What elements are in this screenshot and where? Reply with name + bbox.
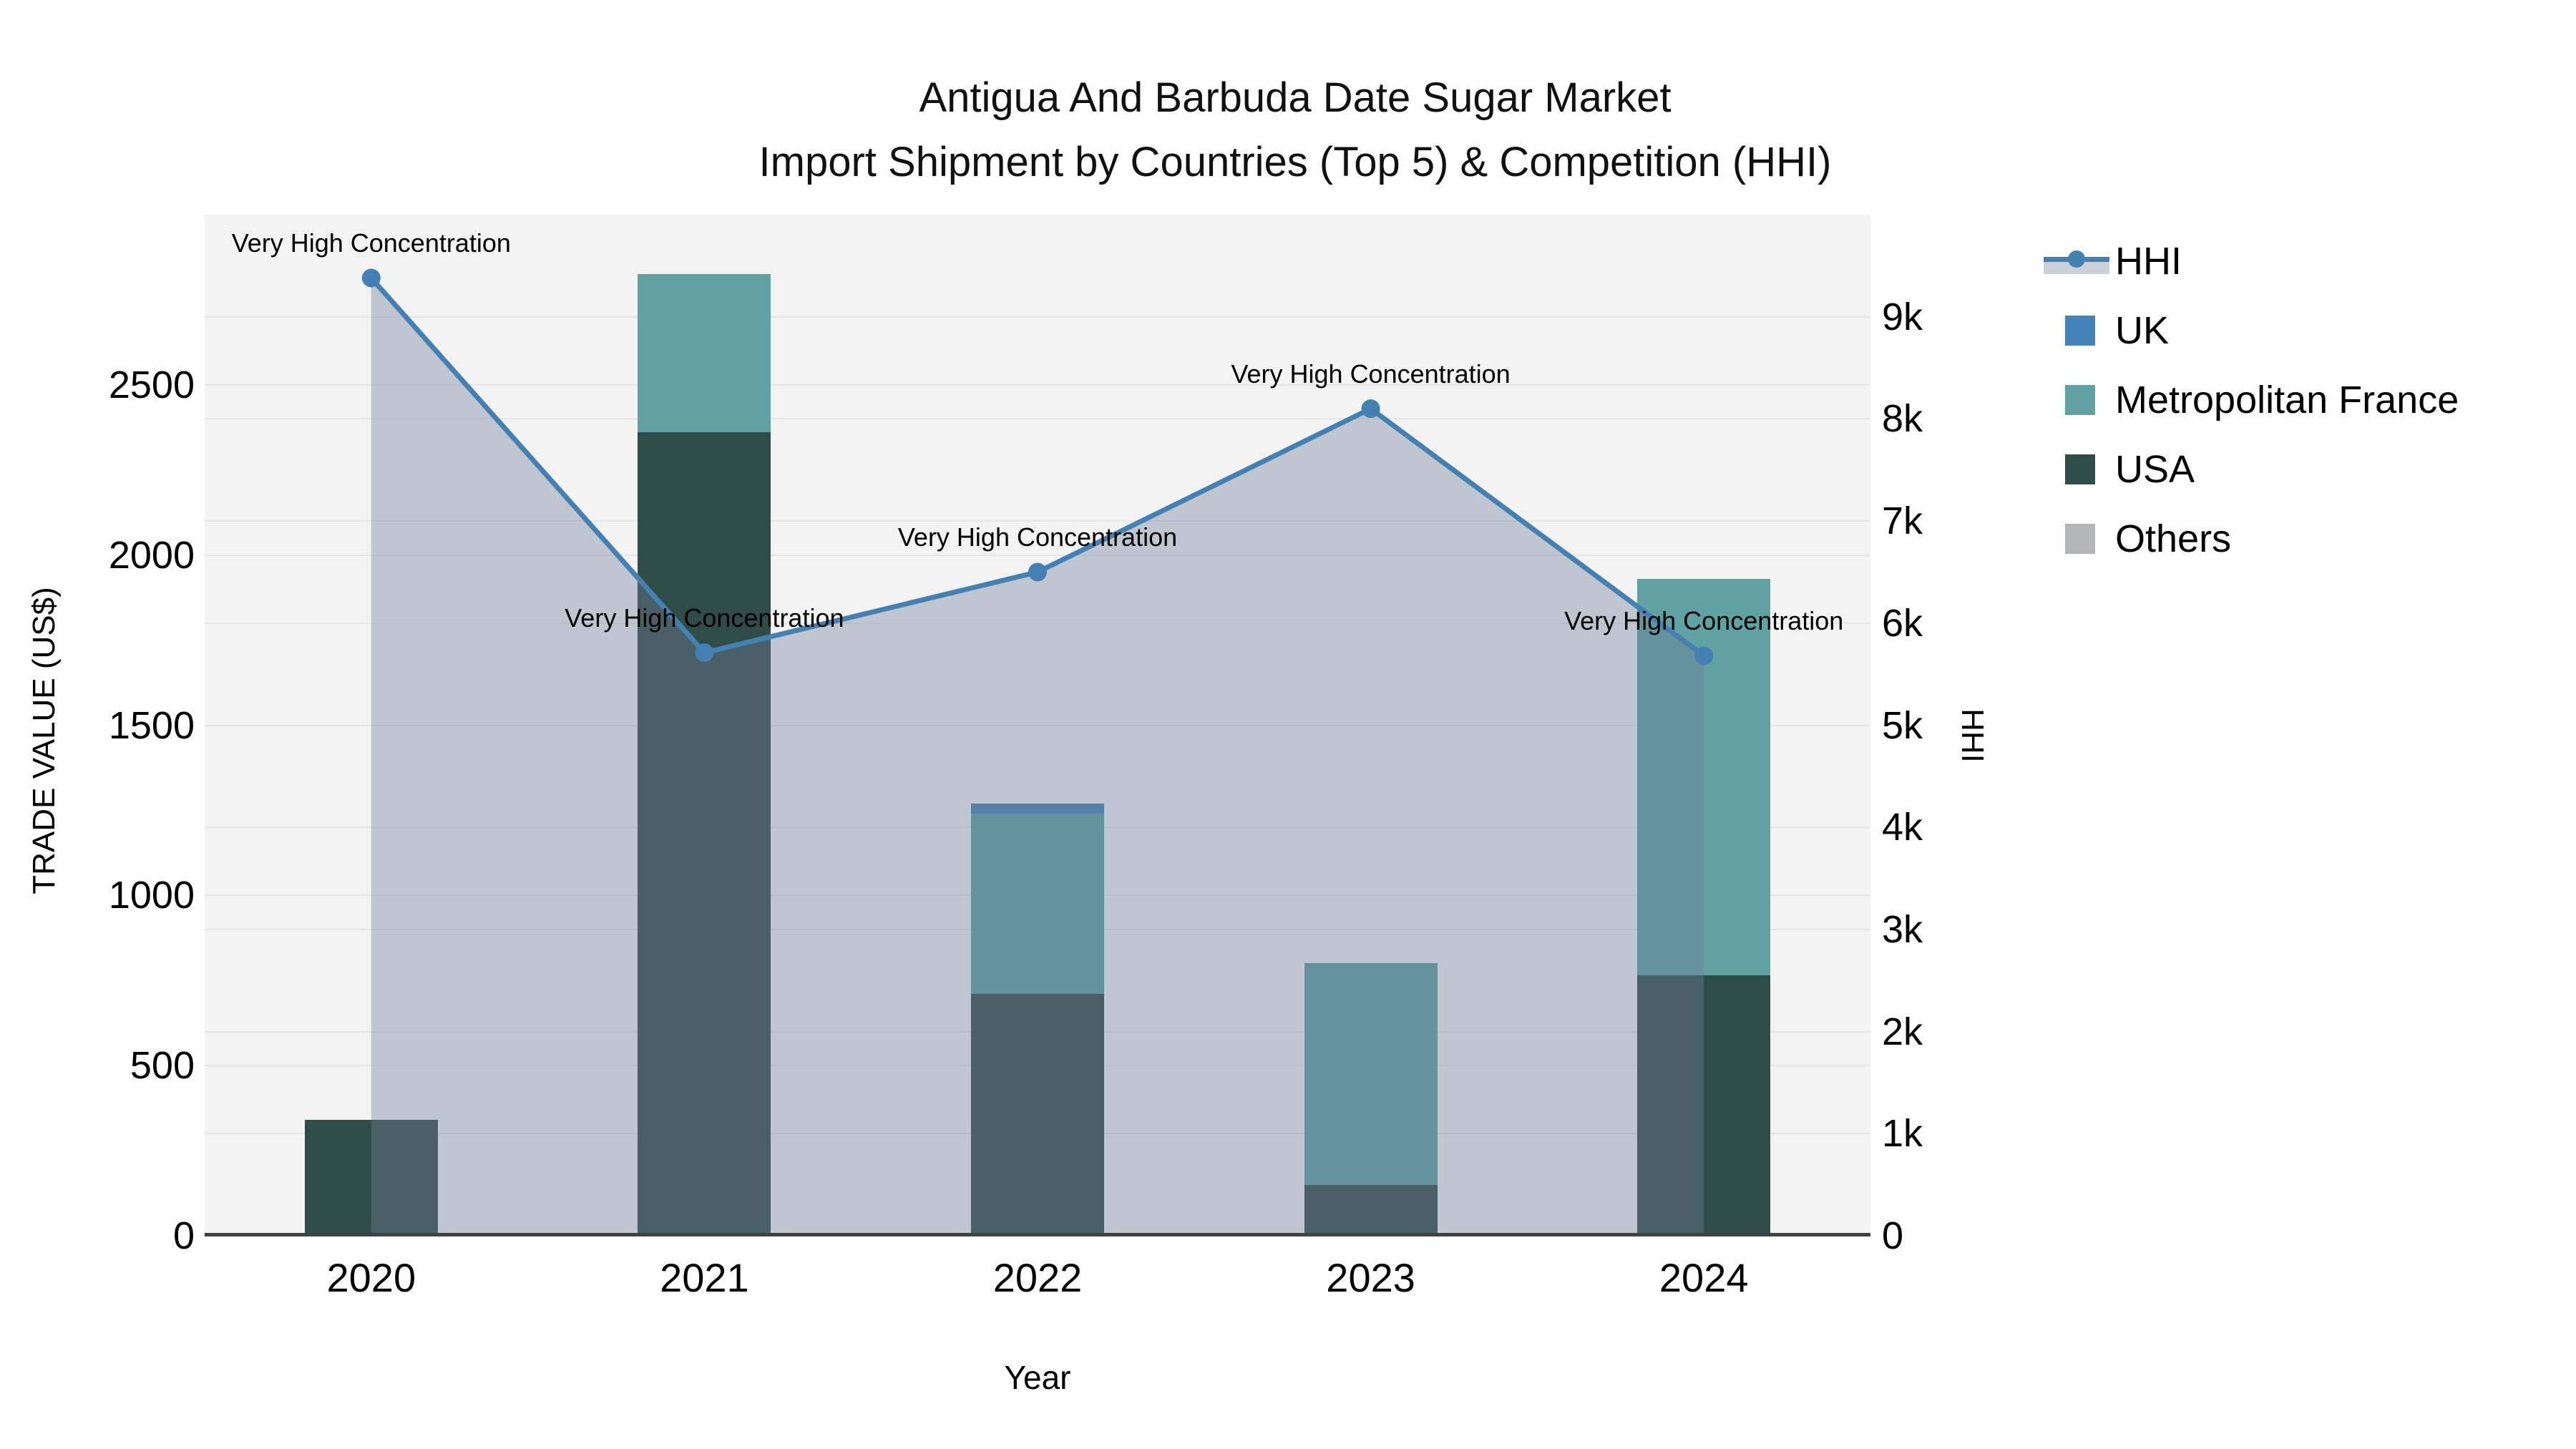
right-tick-4k: 4k [1882,806,1923,849]
bar-segment-metropolitan-france-2021[interactable] [638,274,771,433]
x-tick-2022: 2022 [992,1255,1083,1300]
right-tick-5k: 5k [1882,703,1923,747]
hhi-marker-2021[interactable] [695,643,714,663]
left-tick-1500: 1500 [108,703,195,747]
x-tick-2024: 2024 [1659,1255,1749,1300]
gridline-right-5k [205,724,1870,726]
legend-label: Others [2115,517,2232,560]
gridline-right-7k [205,520,1870,522]
left-tick-2500: 2500 [108,363,195,406]
hhi-marker-2022[interactable] [1028,562,1047,582]
annotation-2020: Very High Concentration [231,228,511,258]
x-axis-line [205,1233,1870,1236]
annotation-2022: Very High Concentration [897,522,1178,552]
right-tick-8k: 8k [1882,397,1923,441]
right-tick-3k: 3k [1882,907,1923,951]
left-tick-0: 0 [172,1214,195,1257]
annotation-2024: Very High Concentration [1564,606,1844,636]
legend-item-hhi[interactable]: HHI [2044,226,2459,296]
bar-segment-usa-2022[interactable] [971,994,1104,1236]
annotation-2021: Very High Concentration [565,603,844,633]
x-tick-2020: 2020 [326,1255,416,1300]
gridline-left-2000 [205,554,1870,556]
hhi-trace [361,268,1714,1236]
annotation-2023: Very High Concentration [1231,359,1511,389]
left-tick-1000: 1000 [108,874,195,917]
hhi-area-fill [371,278,1704,1236]
chart-title: Antigua And Barbuda Date Sugar Market Im… [759,66,1832,195]
left-tick-2000: 2000 [108,533,195,577]
legend: HHI UK Metropolitan France USA Others [2044,226,2459,573]
gridline-right-9k [205,316,1870,318]
right-tick-2k: 2k [1882,1010,1923,1053]
gridline-right-8k [205,418,1870,420]
bar-segment-metropolitan-france-2024[interactable] [1637,578,1771,976]
chart-title-line1: Antigua And Barbuda Date Sugar Market [919,74,1672,121]
bar-segment-usa-2024[interactable] [1637,975,1771,1236]
hhi-marker-2023[interactable] [1361,399,1380,419]
hhi-marker-2024[interactable] [1694,646,1714,665]
legend-swatch-icon [2065,523,2095,554]
left-tick-500: 500 [130,1044,195,1088]
legend-label: Metropolitan France [2115,378,2459,421]
bar-segment-usa-2023[interactable] [1304,1184,1438,1236]
legend-hhi-line-icon [2044,247,2109,275]
legend-swatch-icon [2065,384,2095,415]
legend-label: UK [2115,308,2170,352]
legend-item-usa[interactable]: USA [2044,434,2459,504]
legend-label: HHI [2115,239,2182,283]
legend-item-others[interactable]: Others [2044,504,2459,573]
right-tick-0: 0 [1882,1214,1904,1257]
bar-segment-usa-2021[interactable] [638,432,771,1236]
legend-label: USA [2115,447,2195,491]
right-tick-7k: 7k [1882,499,1923,543]
legend-swatch-icon [2065,315,2095,346]
legend-swatch-icon [2065,454,2095,484]
x-tick-2021: 2021 [660,1255,749,1300]
bar-segment-uk-2022[interactable] [971,803,1104,814]
right-axis-title: HHI [1955,708,1990,763]
bar-segment-metropolitan-france-2023[interactable] [1304,963,1438,1185]
right-tick-9k: 9k [1882,295,1923,338]
chart-title-line2: Import Shipment by Countries (Top 5) & C… [758,138,1832,185]
right-tick-1k: 1k [1882,1112,1923,1156]
gridline-left-2500 [205,384,1870,386]
bar-segment-metropolitan-france-2022[interactable] [971,814,1104,995]
gridline-right-6k [205,622,1870,624]
plot-area: Very High Concentration Very High Concent… [205,215,1870,1236]
right-tick-6k: 6k [1882,601,1923,645]
x-tick-2023: 2023 [1326,1255,1415,1300]
legend-item-metropolitan-france[interactable]: Metropolitan France [2044,365,2459,434]
hhi-marker-2020[interactable] [361,268,381,288]
bar-segment-usa-2020[interactable] [304,1120,438,1236]
legend-item-uk[interactable]: UK [2044,296,2459,365]
x-axis-title: Year [1004,1359,1071,1396]
